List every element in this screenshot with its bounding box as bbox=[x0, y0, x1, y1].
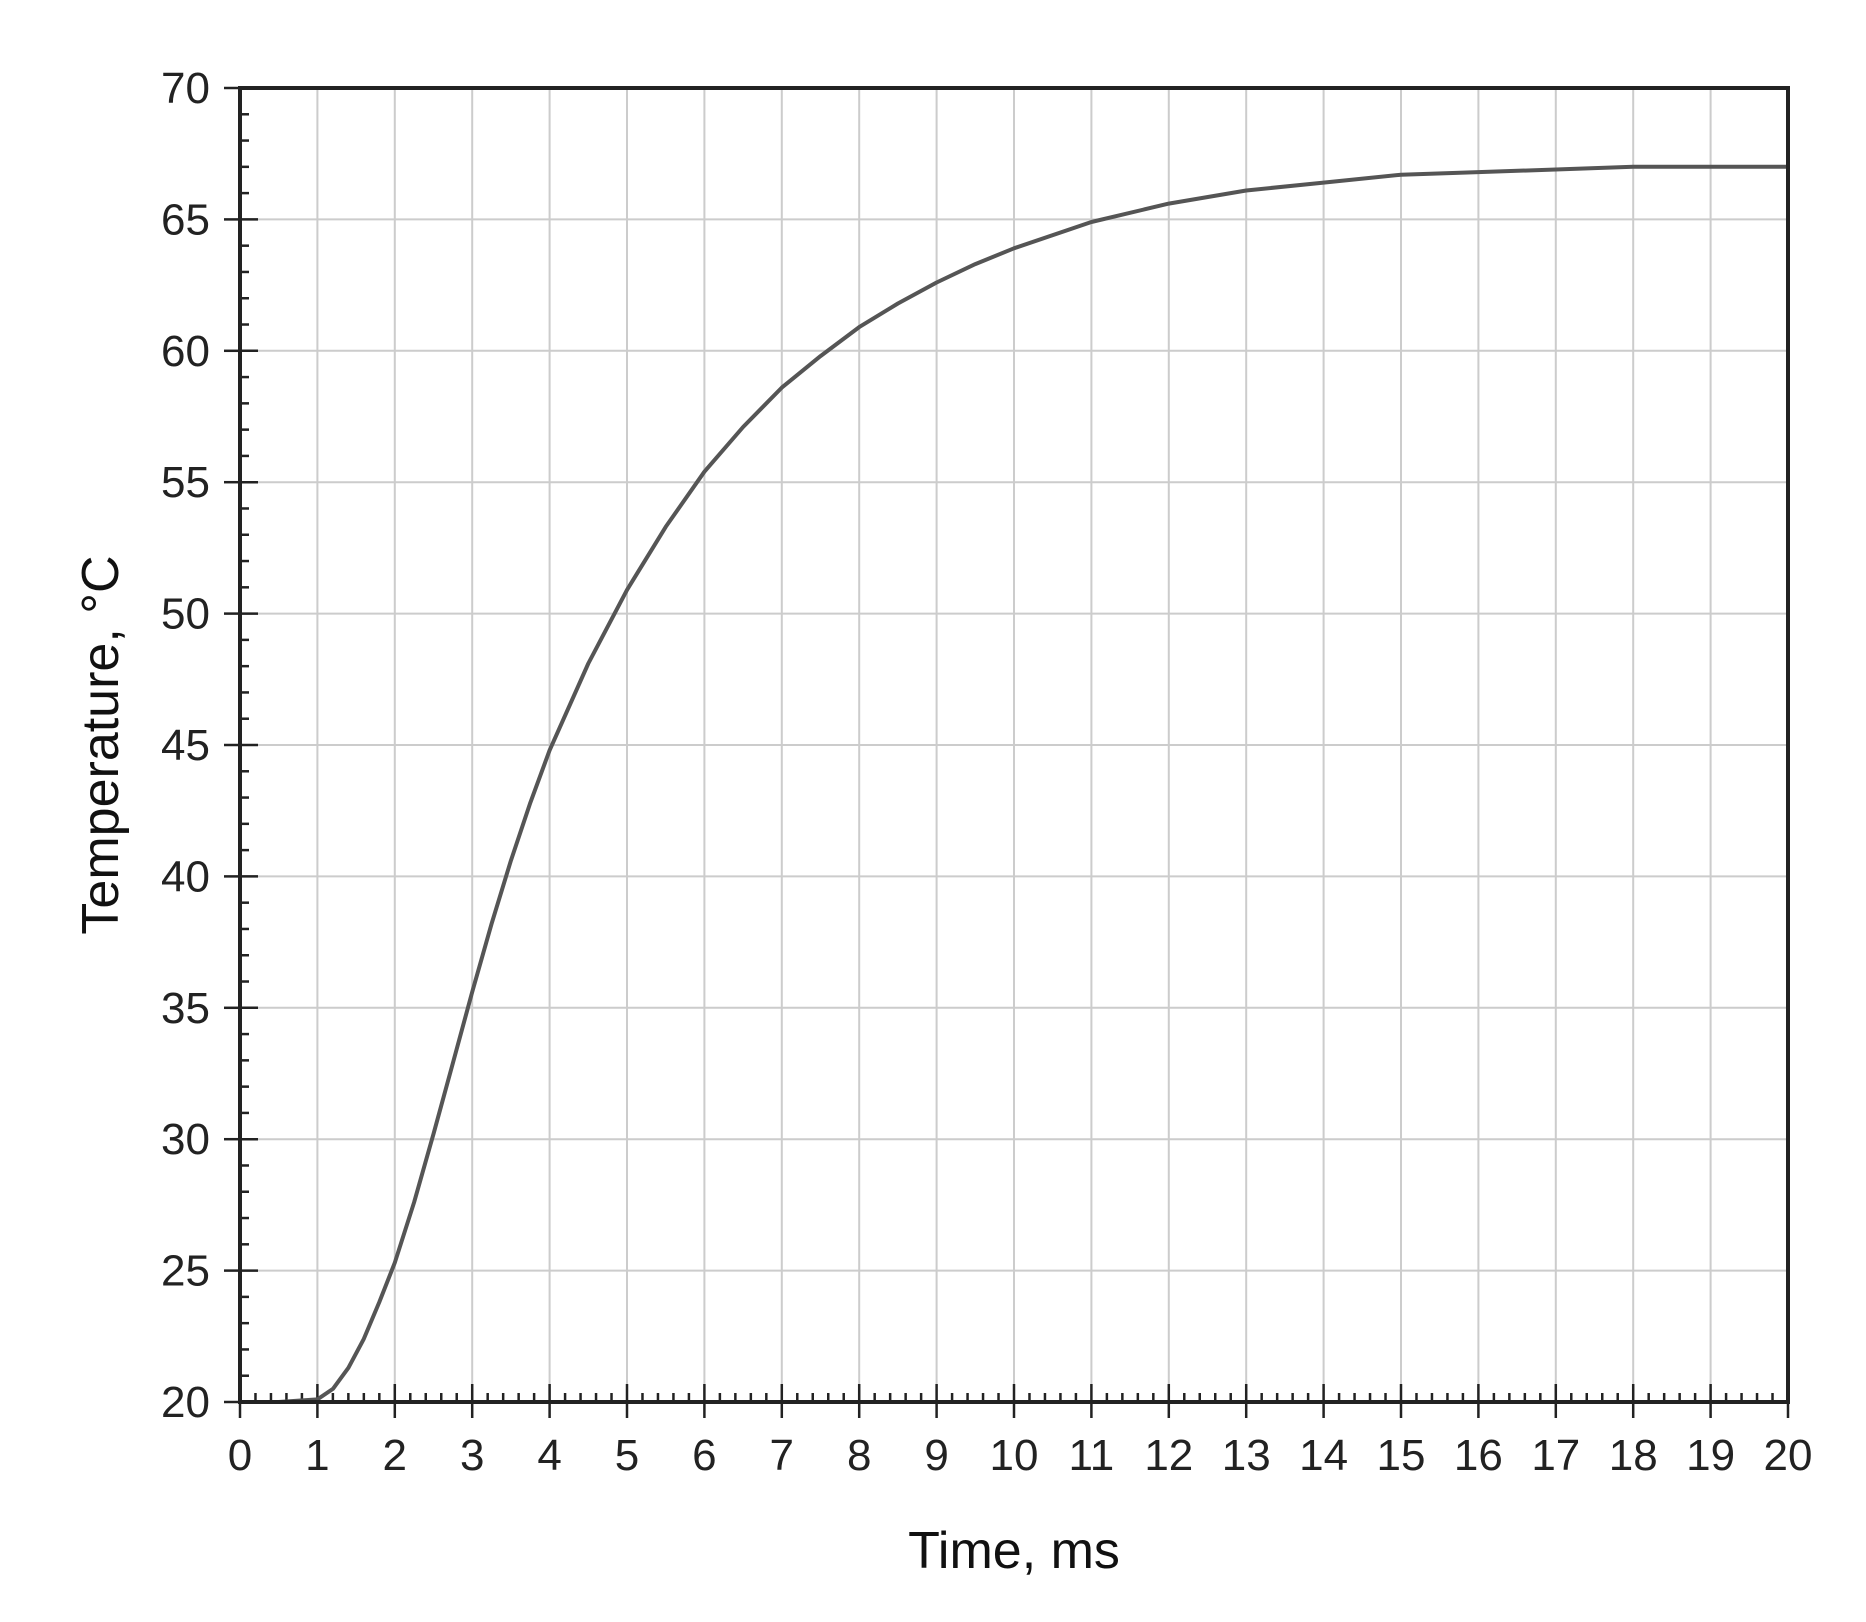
x-tick-label: 7 bbox=[770, 1431, 794, 1480]
x-tick-label: 20 bbox=[1764, 1431, 1813, 1480]
x-tick-label: 1 bbox=[305, 1431, 329, 1480]
y-tick-label: 35 bbox=[161, 984, 210, 1033]
temperature-line bbox=[240, 164, 1788, 1404]
x-tick-label: 18 bbox=[1609, 1431, 1658, 1480]
x-tick-label: 8 bbox=[847, 1431, 871, 1480]
x-tick-label: 16 bbox=[1454, 1431, 1503, 1480]
y-tick-label: 20 bbox=[161, 1378, 210, 1427]
x-tick-labels: 0 1 2 3 4 5 6 7 8 9 10 11 12 13 14 15 16 17 18 19 20 bbox=[228, 1431, 1813, 1480]
series-layer bbox=[240, 164, 1788, 1404]
plot-frame bbox=[238, 86, 1790, 1404]
y-tick-labels: 20 25 30 35 40 45 50 55 60 65 70 bbox=[161, 64, 210, 1427]
y-tick-label: 70 bbox=[161, 64, 210, 113]
y-tick-label: 45 bbox=[161, 721, 210, 770]
grid bbox=[239, 87, 1789, 1403]
y-tick-label: 30 bbox=[161, 1115, 210, 1164]
x-tick-label: 4 bbox=[537, 1431, 561, 1480]
minor-ticks bbox=[224, 86, 1790, 1418]
x-tick-label: 14 bbox=[1299, 1431, 1348, 1480]
x-tick-label: 9 bbox=[924, 1431, 948, 1480]
y-tick-label: 25 bbox=[161, 1247, 210, 1296]
x-tick-label: 17 bbox=[1531, 1431, 1580, 1480]
x-tick-label: 12 bbox=[1144, 1431, 1193, 1480]
x-tick-label: 15 bbox=[1377, 1431, 1426, 1480]
y-tick-label: 65 bbox=[161, 195, 210, 244]
x-tick-label: 0 bbox=[228, 1431, 252, 1480]
y-tick-label: 40 bbox=[161, 852, 210, 901]
x-tick-label: 5 bbox=[615, 1431, 639, 1480]
x-tick-label: 2 bbox=[383, 1431, 407, 1480]
x-tick-label: 11 bbox=[1069, 1431, 1115, 1480]
x-tick-label: 10 bbox=[990, 1431, 1039, 1480]
y-tick-label: 60 bbox=[161, 327, 210, 376]
x-axis-label: Time, ms bbox=[908, 1522, 1120, 1580]
y-tick-label: 50 bbox=[161, 590, 210, 639]
x-tick-label: 19 bbox=[1686, 1431, 1735, 1480]
y-axis-label: Temperature, °C bbox=[72, 555, 130, 934]
x-tick-label: 3 bbox=[460, 1431, 484, 1480]
x-tick-label: 13 bbox=[1222, 1431, 1271, 1480]
y-tick-label: 55 bbox=[161, 458, 210, 507]
x-tick-label: 6 bbox=[692, 1431, 716, 1480]
